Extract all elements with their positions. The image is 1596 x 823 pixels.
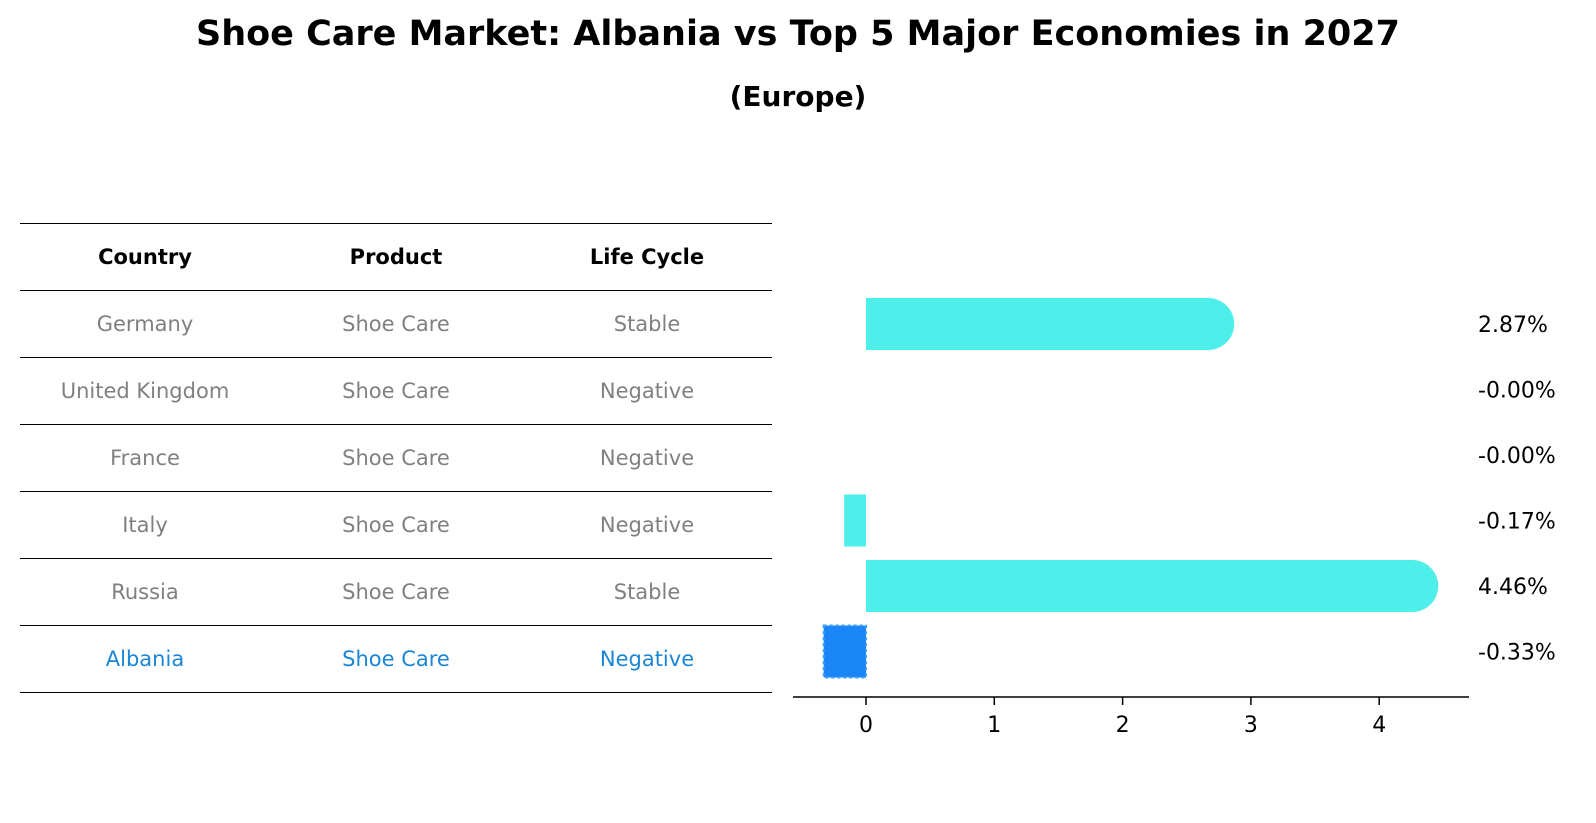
value-label: -0.33% [1478,641,1556,666]
bar-albania [822,624,868,679]
x-tick-label: 2 [1116,713,1130,738]
x-tick-label: 3 [1244,713,1258,738]
cell-life-cycle: Stable [613,312,681,336]
x-tick-label: 0 [859,713,873,738]
cell-life-cycle: Negative [599,513,695,537]
cell-life-cycle: Negative [599,446,695,470]
value-label: -0.00% [1478,444,1556,469]
value-label: -0.00% [1478,379,1556,404]
cell-country: Italy [122,513,168,537]
header-life-cycle: Life Cycle [589,245,705,269]
header-product: Product [349,245,443,269]
value-label: 2.87% [1478,313,1548,338]
header-country: Country [98,245,192,269]
cell-life-cycle: Negative [599,379,695,403]
table-row: Italy Shoe Care Negative [20,491,772,558]
x-tick-label: 1 [987,713,1001,738]
value-label: 4.46% [1478,575,1548,600]
data-table: Country Product Life Cycle Germany Shoe … [20,223,772,693]
table-header-row: Country Product Life Cycle [20,223,772,290]
cell-product: Shoe Care [342,379,450,403]
cell-country: United Kingdom [60,379,230,403]
table-row: France Shoe Care Negative [20,424,772,491]
cell-product: Shoe Care [342,513,450,537]
cell-country: Russia [111,580,179,604]
cell-country: France [110,446,180,470]
cell-product: Shoe Care [342,446,450,470]
cell-country: Germany [96,312,194,336]
cell-country: Albania [105,647,185,671]
chart-title: Shoe Care Market: Albania vs Top 5 Major… [196,14,1400,54]
x-axis-ticks: 0 1 2 3 4 [859,697,1386,738]
cell-life-cycle: Negative [599,647,695,671]
chart-subtitle: (Europe) [729,80,867,113]
value-label: -0.17% [1478,510,1556,535]
cell-product: Shoe Care [342,312,450,336]
cell-product: Shoe Care [342,647,450,671]
bar-russia [866,560,1439,612]
value-labels-group: 2.87% -0.00% -0.00% -0.17% 4.46% -0.33% [1478,313,1556,666]
table-row: Russia Shoe Care Stable [20,558,772,625]
table-row: United Kingdom Shoe Care Negative [20,357,772,424]
bars-group [822,298,1439,679]
bar-italy [844,494,866,547]
bar-germany [866,298,1235,350]
cell-life-cycle: Stable [613,580,681,604]
table-row: Germany Shoe Care Stable [20,290,772,357]
cell-product: Shoe Care [342,580,450,604]
x-tick-label: 4 [1372,713,1386,738]
table-row-highlighted: Albania Shoe Care Negative [20,625,772,693]
